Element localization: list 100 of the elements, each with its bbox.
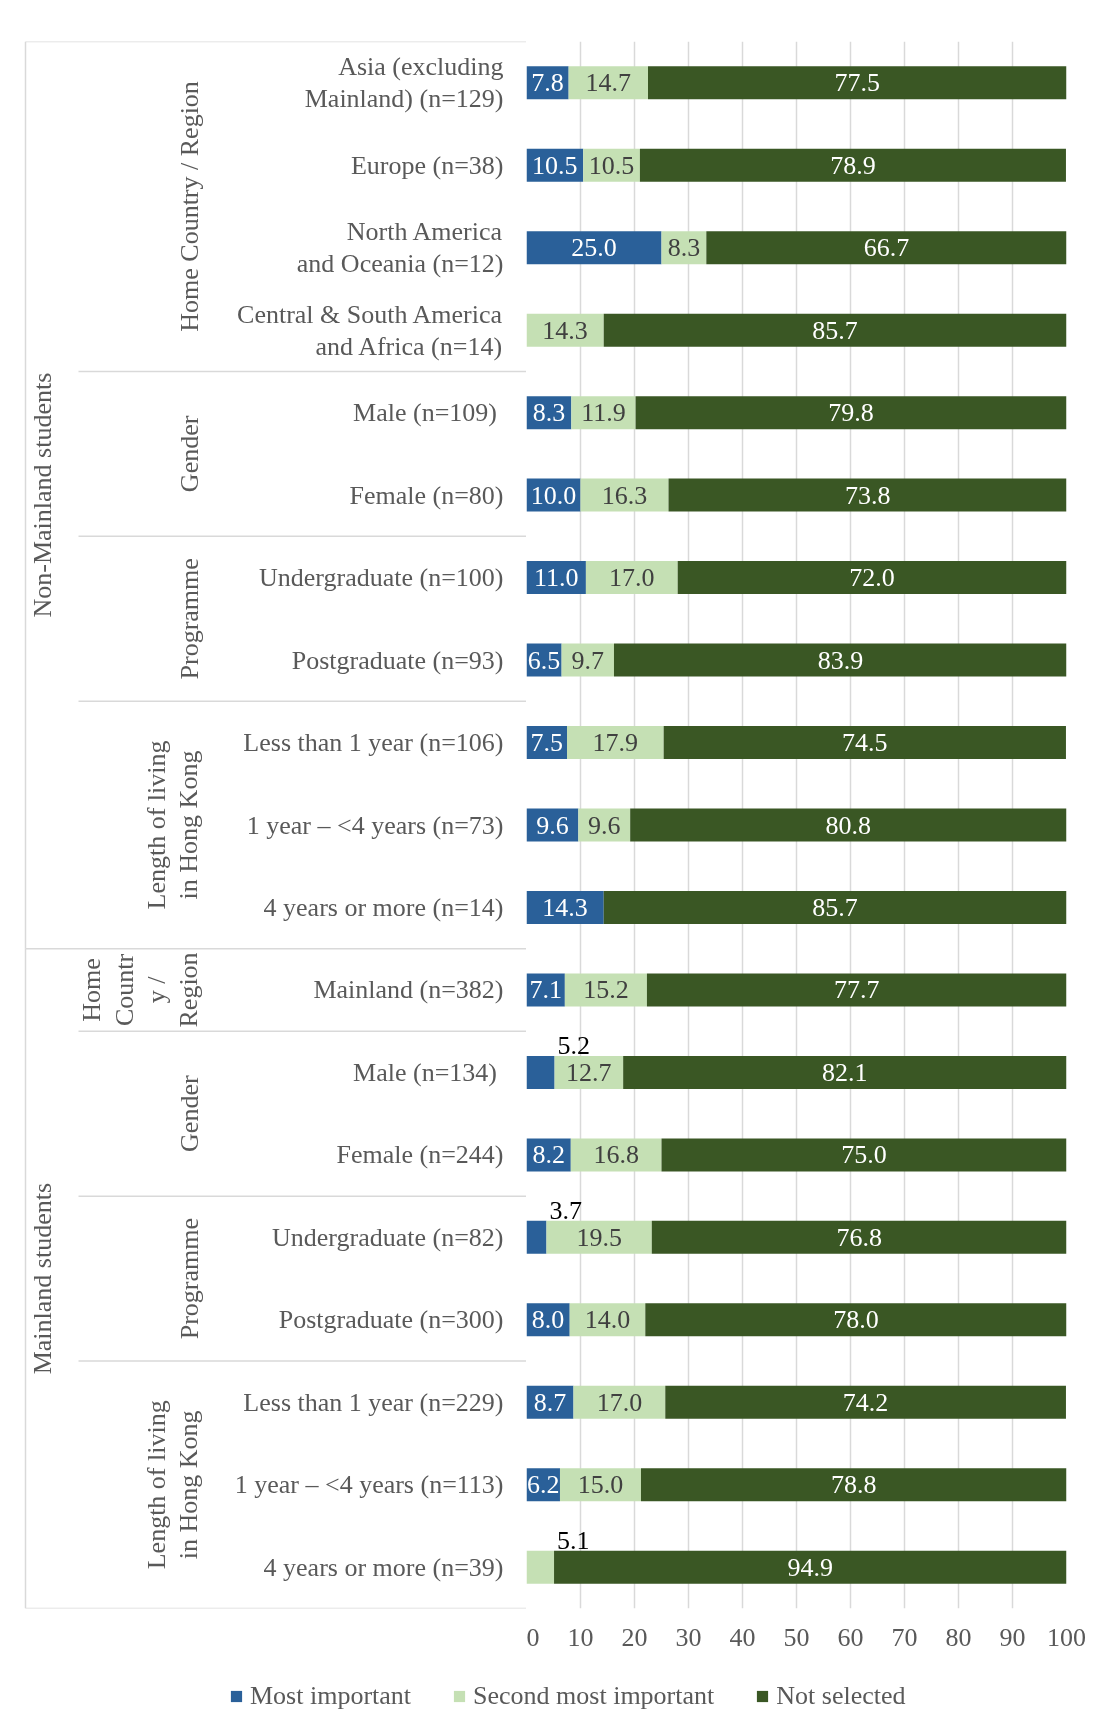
data-label: 11.9: [581, 398, 626, 428]
data-label: 72.0: [849, 563, 895, 593]
bar: [668, 478, 1067, 512]
data-label: 16.3: [601, 480, 648, 510]
x-tick-label: 0: [526, 1622, 540, 1652]
text: Home Countr y / Region: [77, 952, 204, 1028]
y-tick-label: Male (n=134): [353, 1057, 497, 1087]
bar: [570, 1138, 662, 1172]
data-label: 74.5: [842, 728, 888, 758]
bar: [630, 808, 1067, 842]
data-label: 8.3: [532, 398, 566, 428]
bar: [635, 396, 1067, 430]
text: Length of living in Hong Kong: [142, 1400, 204, 1570]
text: Programme: [174, 558, 204, 680]
data-label: 78.0: [833, 1305, 879, 1335]
y-tick-label: 4 years or more (n=14): [263, 892, 504, 922]
bar: [603, 313, 1067, 347]
y-tick-label: Asia (excluding Mainland) (n=129): [304, 52, 504, 114]
data-label: 15.2: [583, 975, 629, 1005]
data-label: 78.9: [830, 150, 876, 180]
data-label: 73.8: [845, 480, 891, 510]
y-tick-label: Male (n=109): [353, 398, 497, 428]
data-label: 16.8: [593, 1140, 639, 1170]
bar: [639, 148, 1066, 182]
x-tick-label: 60: [837, 1622, 864, 1652]
bar: [567, 726, 664, 760]
bar: [603, 890, 1067, 924]
y-tick-label: Postgraduate (n=300): [278, 1305, 504, 1335]
text: Home Country / Region: [174, 81, 204, 332]
data-label: 5.1: [557, 1526, 590, 1556]
data-label: 14.3: [542, 315, 588, 345]
bar: [526, 231, 662, 265]
text: Gender: [174, 415, 204, 493]
legend-label: Not selected: [776, 1681, 906, 1711]
data-label: 7.5: [530, 728, 563, 758]
data-label: 8.0: [531, 1305, 565, 1335]
data-label: 7.1: [529, 975, 562, 1005]
bar: [526, 1550, 555, 1584]
bar: [640, 1468, 1067, 1502]
bar: [661, 1138, 1067, 1172]
text: Mainland students: [28, 1182, 57, 1375]
y-tick-label: Central & South America and Africa (n=14): [237, 299, 503, 361]
y-tick-label: Less than 1 year (n=229): [243, 1387, 504, 1417]
data-label: 10.5: [588, 150, 635, 180]
bar: [554, 1550, 1067, 1584]
bar: [623, 1055, 1067, 1089]
data-label: 79.8: [828, 398, 874, 428]
data-label: 8.2: [532, 1140, 565, 1170]
bar: [706, 231, 1067, 265]
data-label: 94.9: [787, 1552, 834, 1582]
x-tick-label: 20: [621, 1622, 648, 1652]
data-label: 82.1: [822, 1057, 868, 1087]
data-label: 85.7: [812, 315, 858, 345]
bar: [645, 1303, 1067, 1337]
text: Non-Mainland students: [28, 372, 57, 618]
x-tick-label: 30: [675, 1622, 702, 1652]
x-tick-label: 90: [999, 1622, 1026, 1652]
data-label: 8.7: [533, 1387, 567, 1417]
data-label: 11.0: [533, 563, 579, 593]
y-tick-label: Undergraduate (n=82): [272, 1222, 504, 1252]
bar: [651, 1220, 1067, 1254]
data-label: 78.8: [830, 1470, 877, 1500]
y-tick-label: Less than 1 year (n=106): [243, 728, 504, 758]
text: Length of living in Hong Kong: [142, 740, 204, 910]
data-label: 74.2: [842, 1387, 889, 1417]
y-tick-label: 1 year – <4 years (n=73): [246, 810, 504, 840]
bar: [573, 1385, 666, 1419]
bar: [648, 66, 1067, 100]
bar: [613, 643, 1067, 677]
data-label: 14.0: [584, 1305, 631, 1335]
x-tick-label: 10: [567, 1622, 594, 1652]
y-tick-label: North America and Oceania (n=12): [296, 217, 504, 279]
data-label: 17.0: [609, 563, 655, 593]
data-label: 77.5: [834, 68, 880, 98]
bar: [665, 1385, 1066, 1419]
data-label: 75.0: [841, 1140, 887, 1170]
bar: [585, 561, 678, 595]
bar: [546, 1220, 652, 1254]
x-tick-label: 70: [891, 1622, 918, 1652]
y-tick-label: Undergraduate (n=100): [259, 563, 504, 593]
bar: [646, 973, 1067, 1007]
y-tick-label: Female (n=244): [336, 1140, 504, 1170]
data-label: 6.2: [526, 1470, 560, 1500]
bar: [663, 726, 1066, 760]
data-label: 17.9: [592, 728, 639, 758]
bar: [677, 561, 1067, 595]
bar: [580, 478, 669, 512]
data-label: 15.0: [577, 1470, 624, 1500]
data-label: 77.7: [833, 975, 880, 1005]
data-label: 9.6: [588, 810, 621, 840]
y-tick-label: Female (n=80): [349, 480, 504, 510]
data-label: 10.0: [530, 480, 577, 510]
bar: [568, 66, 648, 100]
x-tick-label: 80: [945, 1622, 972, 1652]
data-label: 25.0: [571, 233, 617, 263]
y-tick-label: Europe (n=38): [350, 150, 504, 180]
data-label: 9.6: [536, 810, 569, 840]
y-tick-label: Postgraduate (n=93): [291, 645, 504, 675]
legend-label: Most important: [250, 1681, 412, 1711]
y-tick-label: Mainland (n=382): [313, 975, 504, 1005]
